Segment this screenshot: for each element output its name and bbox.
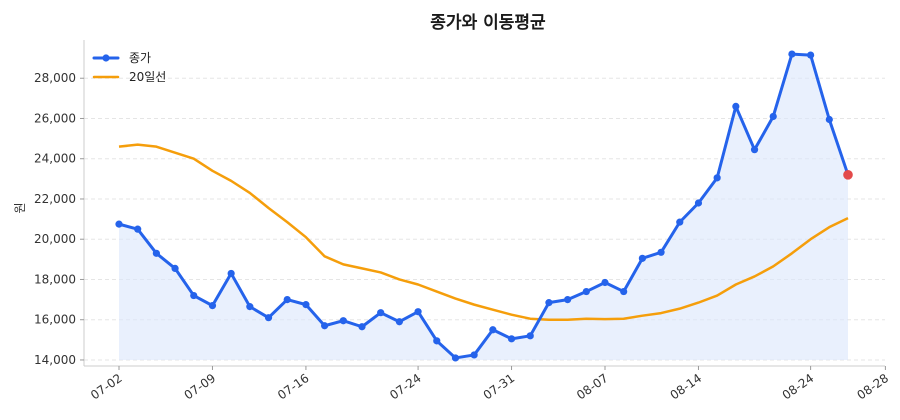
x-tick-label: 07-09 xyxy=(182,371,219,402)
y-tick-label: 20,000 xyxy=(34,232,76,246)
legend: 종가 20일선 xyxy=(92,51,166,84)
x-tick-label: 07-24 xyxy=(387,371,424,402)
close-price-point xyxy=(227,269,235,278)
x-tick-label: 07-31 xyxy=(481,371,518,402)
y-tick-label: 22,000 xyxy=(34,192,76,206)
y-tick-label: 24,000 xyxy=(34,152,76,166)
x-tick-labels: 07-02 07-09 07-16 07-24 07-31 08-07 08-14 08-24… xyxy=(88,366,891,402)
x-tick-label: 08-14 xyxy=(668,371,705,402)
close-price-point xyxy=(433,337,441,345)
close-price-point xyxy=(377,309,385,317)
close-price-point xyxy=(190,291,198,300)
plot-area xyxy=(115,50,853,362)
close-price-point xyxy=(825,115,833,124)
last-close-point xyxy=(843,170,853,180)
close-price-point xyxy=(489,326,497,334)
close-price-point xyxy=(395,318,403,326)
close-price-point xyxy=(134,225,142,233)
close-price-point xyxy=(713,174,721,182)
close-price-point xyxy=(694,199,703,207)
close-price-point xyxy=(507,335,516,343)
close-price-area xyxy=(119,54,848,360)
close-price-point xyxy=(676,218,684,226)
legend-marker-close xyxy=(102,54,110,62)
y-tick-label: 28,000 xyxy=(34,71,76,85)
close-price-point xyxy=(638,254,646,262)
y-tick-label: 18,000 xyxy=(34,272,76,286)
close-price-point xyxy=(564,295,572,304)
close-price-point xyxy=(732,102,740,111)
y-tick-labels: 14,000 16,000 18,000 20,000 22,000 24,000 26,0… xyxy=(34,71,84,367)
close-price-point xyxy=(451,354,460,362)
ma20-line xyxy=(118,143,849,321)
close-price-point xyxy=(283,295,291,304)
close-price-point xyxy=(582,287,590,296)
close-price-line xyxy=(118,52,850,360)
close-price-point xyxy=(807,51,815,59)
close-price-point xyxy=(414,308,422,316)
y-tick-label: 26,000 xyxy=(34,111,76,125)
close-price-point xyxy=(750,146,759,154)
axes xyxy=(83,40,885,367)
y-tick-label: 16,000 xyxy=(34,313,76,327)
close-price-point xyxy=(526,332,534,340)
close-price-point xyxy=(601,278,609,287)
x-tick-label: 08-24 xyxy=(780,371,817,402)
x-tick-label: 07-16 xyxy=(275,371,312,402)
close-price-point xyxy=(545,299,553,307)
close-price-point xyxy=(620,287,628,296)
y-axis-label: 원 xyxy=(13,202,27,213)
close-price-point xyxy=(321,322,329,330)
close-price-point xyxy=(339,317,347,325)
chart-title: 종가와 이동평균 xyxy=(430,13,546,33)
close-price-point xyxy=(358,323,366,331)
y-tick-label: 14,000 xyxy=(34,353,76,367)
close-price-point xyxy=(171,264,179,273)
close-price-point xyxy=(152,249,160,257)
close-price-point xyxy=(246,303,254,311)
close-price-point xyxy=(302,301,310,309)
x-tick-label: 08-07 xyxy=(574,371,611,402)
legend-label-close: 종가 xyxy=(129,51,151,65)
close-price-point xyxy=(788,50,796,58)
close-price-point xyxy=(470,351,478,359)
close-price-point xyxy=(769,112,777,121)
close-price-point xyxy=(657,248,665,256)
close-price-point xyxy=(115,220,123,228)
x-tick-label: 07-02 xyxy=(88,371,125,402)
close-price-point xyxy=(264,314,273,322)
x-tick-label: 08-28 xyxy=(855,371,892,402)
close-price-point xyxy=(208,302,217,310)
legend-label-ma20: 20일선 xyxy=(129,70,166,84)
